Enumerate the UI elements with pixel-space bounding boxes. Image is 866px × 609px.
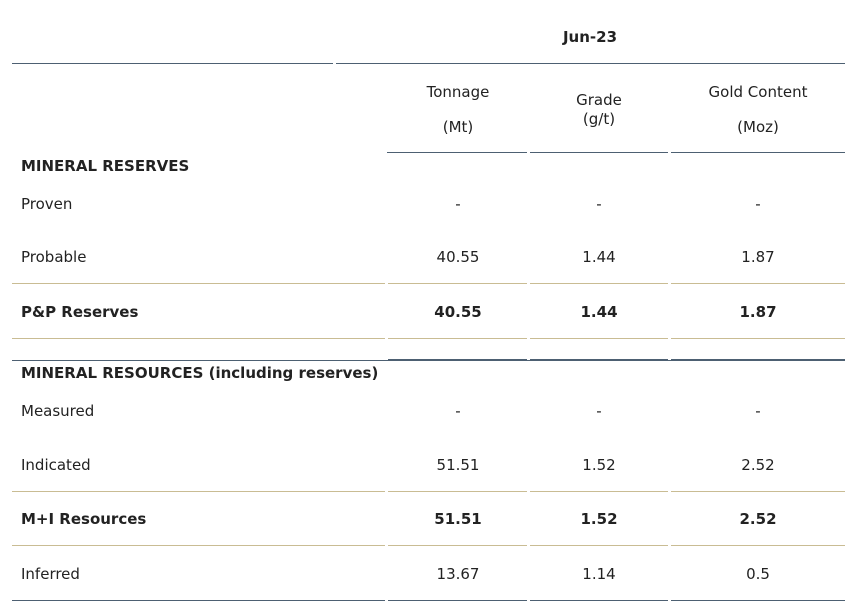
cell-value: 0.5 xyxy=(746,565,770,583)
cell-value: 51.51 xyxy=(436,456,480,474)
cell-value: 1.52 xyxy=(582,456,616,474)
cell-value: - xyxy=(596,402,602,420)
rule xyxy=(12,491,385,492)
cell-value: 1.44 xyxy=(580,303,618,321)
rule xyxy=(671,283,845,284)
section-title: MINERAL RESOURCES (including reserves) xyxy=(21,364,379,382)
rule xyxy=(388,338,527,339)
rule xyxy=(12,360,845,361)
cell-value: 1.87 xyxy=(739,303,777,321)
rule xyxy=(530,600,668,601)
rule xyxy=(388,283,527,284)
rule xyxy=(388,359,527,360)
rule xyxy=(671,152,845,153)
cell-value: 1.14 xyxy=(582,565,616,583)
cell-value: - xyxy=(596,195,602,213)
column-unit: (g/t) xyxy=(582,110,616,128)
rule xyxy=(671,338,845,339)
section-title: MINERAL RESERVES xyxy=(21,157,190,175)
cell-value: - xyxy=(455,402,461,420)
cell-value: 1.52 xyxy=(580,510,618,528)
cell-value: 51.51 xyxy=(434,510,482,528)
row-label: Proven xyxy=(21,195,73,213)
cell-value: 2.52 xyxy=(739,510,777,528)
rule xyxy=(12,545,385,546)
rule xyxy=(336,63,845,64)
cell-value: 2.52 xyxy=(741,456,775,474)
column-unit: (Mt) xyxy=(442,118,474,136)
rule xyxy=(530,545,668,546)
row-label: Measured xyxy=(21,402,95,420)
rule xyxy=(671,600,845,601)
row-label: Probable xyxy=(21,248,87,266)
column-header: Gold Content xyxy=(708,83,808,101)
row-label: P&P Reserves xyxy=(21,303,139,321)
period-header: Jun-23 xyxy=(562,28,618,46)
rule xyxy=(387,152,527,153)
rule xyxy=(388,491,527,492)
rule xyxy=(388,545,527,546)
column-unit: (Moz) xyxy=(737,118,779,136)
column-header: Tonnage xyxy=(426,83,490,101)
rule xyxy=(12,600,385,601)
cell-value: 40.55 xyxy=(436,248,480,266)
rule xyxy=(388,600,527,601)
cell-value: - xyxy=(755,402,761,420)
column-header: Grade xyxy=(576,91,622,109)
cell-value: 40.55 xyxy=(434,303,482,321)
rule xyxy=(12,338,385,339)
row-label: Indicated xyxy=(21,456,91,474)
row-label: M+I Resources xyxy=(21,510,147,528)
rule xyxy=(12,283,385,284)
cell-value: 13.67 xyxy=(436,565,480,583)
rule xyxy=(530,359,668,360)
cell-value: - xyxy=(755,195,761,213)
cell-value: 1.87 xyxy=(741,248,775,266)
rule xyxy=(671,491,845,492)
rule xyxy=(530,283,668,284)
rule xyxy=(12,63,333,64)
rule xyxy=(671,359,845,360)
row-label: Inferred xyxy=(21,565,80,583)
rule xyxy=(671,545,845,546)
rule xyxy=(530,491,668,492)
rule xyxy=(530,152,668,153)
rule xyxy=(530,338,668,339)
cell-value: 1.44 xyxy=(582,248,616,266)
cell-value: - xyxy=(455,195,461,213)
